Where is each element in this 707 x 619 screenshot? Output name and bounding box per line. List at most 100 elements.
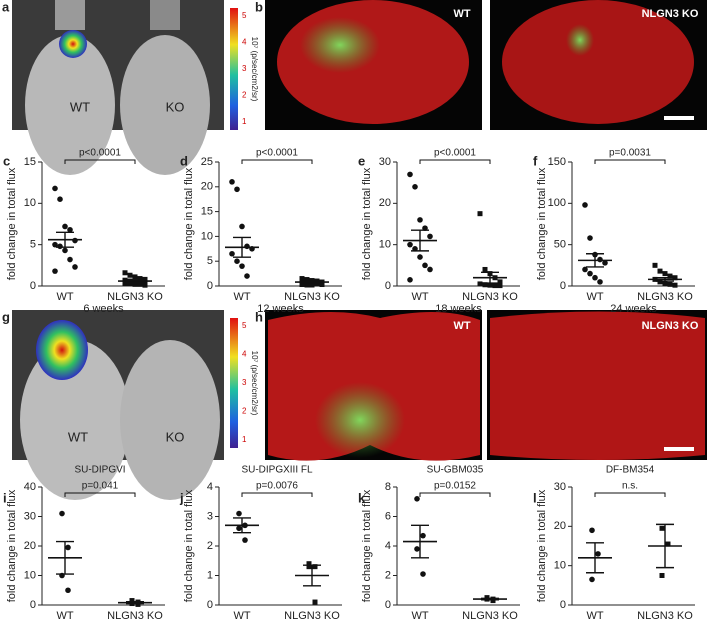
data-point: [657, 268, 663, 274]
x-axis-label: 18 weeks: [435, 303, 482, 315]
data-point: [595, 551, 601, 557]
x-tick-label: NLGN3 KO: [462, 291, 518, 303]
data-point: [132, 281, 138, 287]
y-tick-label: 100: [548, 197, 566, 209]
chart-title: DF-BM354: [606, 465, 655, 476]
histology-b: [265, 0, 707, 130]
x-tick-label: WT: [411, 291, 428, 303]
chart-title: SU-DIPGVI: [74, 465, 125, 476]
data-point: [137, 276, 143, 282]
data-point: [306, 561, 312, 567]
data-point: [492, 283, 498, 289]
data-point: [597, 256, 603, 263]
data-point: [304, 282, 310, 288]
x-tick-label: WT: [56, 291, 73, 303]
colorbar-tick: 4: [242, 38, 247, 47]
imaging-g: [12, 310, 238, 500]
y-tick-label: 30: [379, 156, 391, 168]
data-point: [65, 544, 71, 551]
image-label: KO: [166, 429, 185, 444]
significance-bracket: [64, 492, 136, 497]
y-tick-label: 20: [379, 197, 391, 209]
data-point: [420, 532, 426, 539]
significance-bracket: [419, 159, 491, 164]
data-point: [659, 573, 665, 578]
data-point: [662, 271, 668, 277]
p-value: p<0.0001: [434, 148, 476, 159]
data-point: [417, 217, 423, 223]
y-tick-label: 0: [207, 280, 213, 292]
data-point: [229, 179, 235, 185]
data-point: [57, 196, 63, 202]
y-tick-label: 1: [207, 569, 213, 581]
x-tick-label: NLGN3 KO: [637, 291, 693, 303]
p-value: p=0.041: [82, 481, 119, 492]
x-tick-label: NLGN3 KO: [462, 610, 518, 619]
y-tick-label: 8: [385, 481, 391, 493]
data-point: [234, 186, 240, 193]
data-point: [229, 250, 235, 257]
significance-bracket: [241, 159, 313, 164]
data-point: [59, 510, 65, 517]
x-tick-label: WT: [586, 610, 603, 619]
panel-label: l: [533, 490, 537, 505]
data-point: [52, 268, 58, 274]
data-point: [122, 277, 128, 283]
data-point: [299, 282, 305, 288]
data-point: [482, 282, 488, 288]
significance-bracket: [64, 159, 136, 164]
data-point: [127, 281, 133, 287]
panel-label: e: [358, 153, 365, 168]
y-tick-label: 10: [24, 197, 36, 209]
data-point: [67, 256, 73, 263]
y-tick-label: 0: [30, 280, 36, 292]
data-point: [312, 599, 318, 605]
significance-bracket: [594, 492, 666, 497]
x-tick-label: NLGN3 KO: [284, 610, 340, 619]
y-tick-label: 2: [385, 569, 391, 581]
data-point: [662, 281, 668, 287]
y-tick-label: 4: [207, 481, 213, 493]
x-tick-label: WT: [233, 291, 250, 303]
y-tick-label: 10: [379, 239, 391, 251]
p-value: n.s.: [622, 481, 638, 492]
image-label: WT: [68, 429, 88, 444]
data-point: [667, 273, 673, 279]
y-tick-label: 0: [385, 599, 391, 611]
y-axis-label: fold change in total flux: [183, 167, 195, 280]
data-point: [587, 235, 593, 241]
colorbar-tick: 5: [242, 11, 247, 20]
colorbar-tick: 5: [242, 321, 247, 330]
data-point: [129, 598, 135, 604]
data-point: [490, 598, 496, 604]
x-tick-label: NLGN3 KO: [284, 291, 340, 303]
y-tick-label: 0: [560, 280, 566, 292]
image-label: NLGN3 KO: [642, 320, 699, 332]
panel-label: i: [3, 490, 7, 505]
x-axis-label: 24 weeks: [610, 303, 657, 315]
y-axis-label: fold change in total flux: [536, 489, 548, 602]
data-point: [72, 237, 78, 244]
data-point: [427, 266, 433, 273]
data-point: [234, 258, 240, 265]
chart-title: SU-GBM035: [427, 465, 484, 476]
data-point: [592, 274, 598, 281]
y-tick-label: 25: [201, 156, 213, 168]
x-tick-label: NLGN3 KO: [637, 610, 693, 619]
x-tick-label: WT: [411, 610, 428, 619]
data-point: [589, 527, 595, 534]
y-axis-label: fold change in total flux: [6, 489, 18, 602]
data-point: [582, 266, 588, 273]
data-point: [652, 262, 658, 268]
y-tick-label: 0: [30, 599, 36, 611]
y-tick-label: 5: [207, 255, 213, 267]
data-point: [422, 262, 428, 269]
data-point: [236, 525, 242, 532]
y-tick-label: 6: [385, 510, 391, 522]
x-tick-label: WT: [233, 610, 250, 619]
data-point: [132, 274, 138, 280]
x-axis-label: 6 weeks: [83, 303, 124, 315]
y-tick-label: 15: [201, 206, 213, 218]
data-point: [487, 282, 493, 288]
y-tick-label: 20: [554, 520, 566, 532]
